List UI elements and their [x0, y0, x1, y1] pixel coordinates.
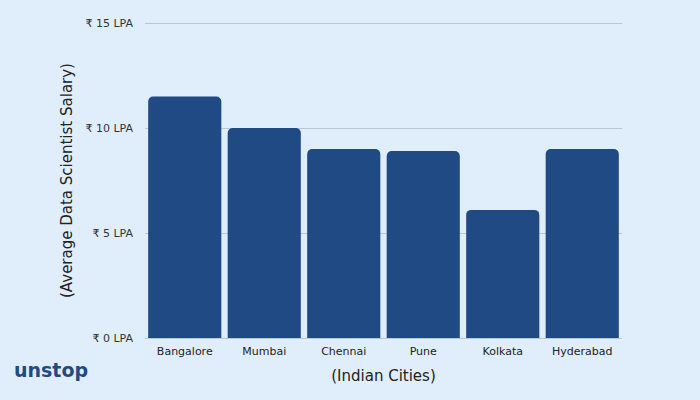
svg-text:Chennai: Chennai [321, 345, 366, 358]
svg-text:₹ 15 LPA: ₹ 15 LPA [85, 17, 133, 30]
svg-text:Bangalore: Bangalore [157, 345, 213, 358]
svg-text:Hyderabad: Hyderabad [552, 345, 613, 358]
svg-text:(Indian Cities): (Indian Cities) [331, 367, 436, 385]
svg-text:₹ 10 LPA: ₹ 10 LPA [85, 122, 133, 135]
svg-text:(Average Data Scientist Salary: (Average Data Scientist Salary) [58, 63, 76, 298]
svg-text:Pune: Pune [410, 345, 437, 358]
svg-text:₹ 0 LPA: ₹ 0 LPA [92, 332, 133, 345]
svg-text:₹ 5 LPA: ₹ 5 LPA [92, 227, 133, 240]
svg-text:unstop: unstop [14, 359, 88, 381]
svg-text:Mumbai: Mumbai [242, 345, 286, 358]
svg-text:Kolkata: Kolkata [483, 345, 523, 358]
